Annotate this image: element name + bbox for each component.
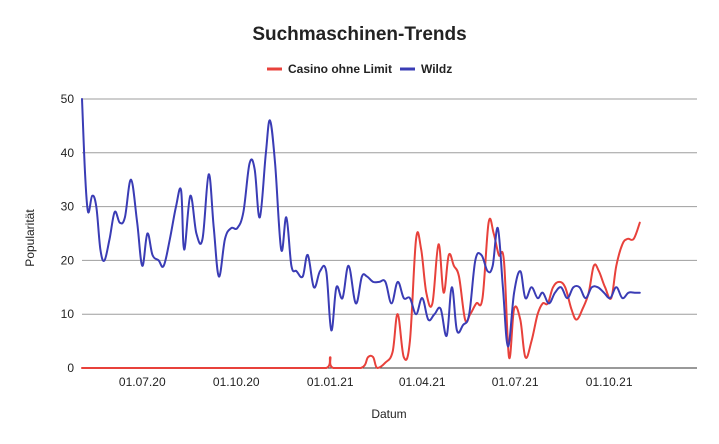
gridlines xyxy=(82,98,697,369)
series-lines xyxy=(81,98,641,369)
x-tick-labels: 01.07.20 01.10.20 01.01.21 01.04.21 01.07.21… xyxy=(119,375,633,389)
series-line-casino-ohne-limit xyxy=(81,217,641,369)
y-tick-labels: 0 10 20 30 40 50 xyxy=(61,92,75,375)
x-tick-label-4: 01.07.21 xyxy=(492,375,539,389)
y-axis-label: Popularität xyxy=(23,209,37,267)
y-tick-label-30: 30 xyxy=(61,200,75,214)
y-tick-label-10: 10 xyxy=(61,307,75,321)
series-line-wildz xyxy=(81,98,641,348)
chart-title: Suchmaschinen-Trends xyxy=(252,24,466,45)
legend-label-casino-ohne-limit: Casino ohne Limit xyxy=(288,62,392,76)
legend-label-wildz: Wildz xyxy=(421,62,452,76)
y-tick-label-0: 0 xyxy=(67,361,74,375)
y-tick-label-40: 40 xyxy=(61,146,75,160)
x-tick-label-3: 01.04.21 xyxy=(399,375,446,389)
y-tick-label-50: 50 xyxy=(61,92,75,106)
x-tick-label-2: 01.01.21 xyxy=(307,375,354,389)
x-tick-label-5: 01.10.21 xyxy=(586,375,633,389)
x-axis-label: Datum xyxy=(371,407,406,421)
legend: Casino ohne Limit Wildz xyxy=(267,62,452,76)
x-tick-label-0: 01.07.20 xyxy=(119,375,166,389)
y-tick-label-20: 20 xyxy=(61,253,75,267)
x-tick-label-1: 01.10.20 xyxy=(213,375,260,389)
